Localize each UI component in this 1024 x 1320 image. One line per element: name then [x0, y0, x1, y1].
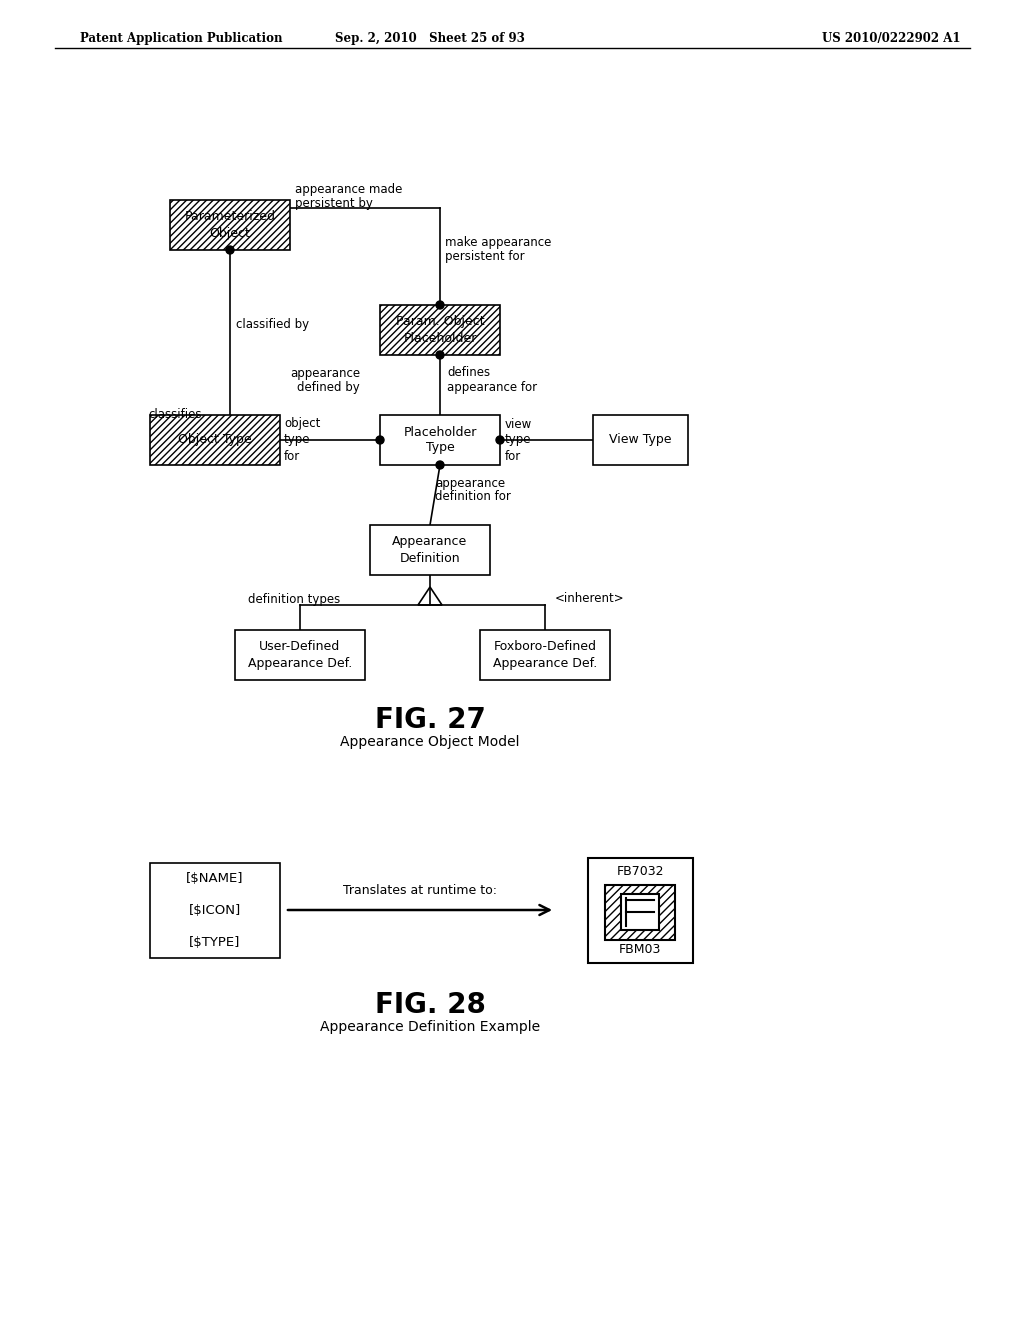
Text: Appearance Definition Example: Appearance Definition Example	[319, 1020, 540, 1034]
FancyBboxPatch shape	[593, 414, 687, 465]
Text: object: object	[284, 417, 321, 430]
Text: for: for	[284, 450, 300, 462]
Text: Foxboro-Defined
Appearance Def.: Foxboro-Defined Appearance Def.	[493, 640, 597, 669]
Text: definition for: definition for	[435, 491, 511, 503]
Text: appearance for: appearance for	[447, 380, 538, 393]
Circle shape	[376, 436, 384, 444]
Text: View Type: View Type	[608, 433, 672, 446]
FancyBboxPatch shape	[588, 858, 692, 962]
Circle shape	[496, 436, 504, 444]
Text: Translates at runtime to:: Translates at runtime to:	[343, 883, 497, 896]
Text: make appearance: make appearance	[445, 236, 551, 249]
FancyBboxPatch shape	[370, 525, 490, 576]
Text: User-Defined
Appearance Def.: User-Defined Appearance Def.	[248, 640, 352, 669]
Text: [$NAME]

[$ICON]

[$TYPE]: [$NAME] [$ICON] [$TYPE]	[186, 871, 244, 949]
FancyBboxPatch shape	[170, 201, 290, 249]
FancyBboxPatch shape	[621, 894, 659, 929]
Text: Object Type: Object Type	[178, 433, 252, 446]
Circle shape	[226, 246, 234, 253]
Text: appearance: appearance	[290, 367, 360, 380]
Text: defines: defines	[447, 367, 490, 380]
FancyBboxPatch shape	[150, 862, 280, 957]
Circle shape	[436, 351, 444, 359]
FancyBboxPatch shape	[480, 630, 610, 680]
Text: Param. Object
Placeholder: Param. Object Placeholder	[395, 315, 484, 345]
Circle shape	[436, 301, 444, 309]
Text: persistent by: persistent by	[295, 197, 373, 210]
Text: <inherent>: <inherent>	[555, 593, 625, 606]
Text: view: view	[505, 417, 532, 430]
FancyBboxPatch shape	[150, 414, 280, 465]
Text: appearance: appearance	[435, 477, 505, 490]
FancyBboxPatch shape	[380, 414, 500, 465]
Text: classifies: classifies	[148, 408, 202, 421]
Text: Patent Application Publication: Patent Application Publication	[80, 32, 283, 45]
Text: Sep. 2, 2010   Sheet 25 of 93: Sep. 2, 2010 Sheet 25 of 93	[335, 32, 525, 45]
Text: Parameterized
Object: Parameterized Object	[184, 210, 275, 239]
Text: FBM03: FBM03	[618, 942, 662, 956]
Circle shape	[436, 461, 444, 469]
Text: definition types: definition types	[248, 593, 340, 606]
Text: Appearance Object Model: Appearance Object Model	[340, 735, 520, 748]
FancyBboxPatch shape	[380, 305, 500, 355]
Text: FB7032: FB7032	[616, 865, 664, 878]
Text: Appearance
Definition: Appearance Definition	[392, 536, 468, 565]
Text: US 2010/0222902 A1: US 2010/0222902 A1	[821, 32, 961, 45]
Text: type: type	[505, 433, 531, 446]
Text: type: type	[284, 433, 310, 446]
Text: appearance made: appearance made	[295, 183, 402, 197]
Text: FIG. 27: FIG. 27	[375, 706, 485, 734]
Text: classified by: classified by	[236, 318, 309, 331]
Text: for: for	[505, 450, 521, 462]
Text: defined by: defined by	[297, 380, 360, 393]
Text: persistent for: persistent for	[445, 249, 524, 263]
FancyBboxPatch shape	[605, 884, 675, 940]
Text: Placeholder
Type: Placeholder Type	[403, 425, 477, 454]
FancyBboxPatch shape	[234, 630, 365, 680]
Text: FIG. 28: FIG. 28	[375, 991, 485, 1019]
